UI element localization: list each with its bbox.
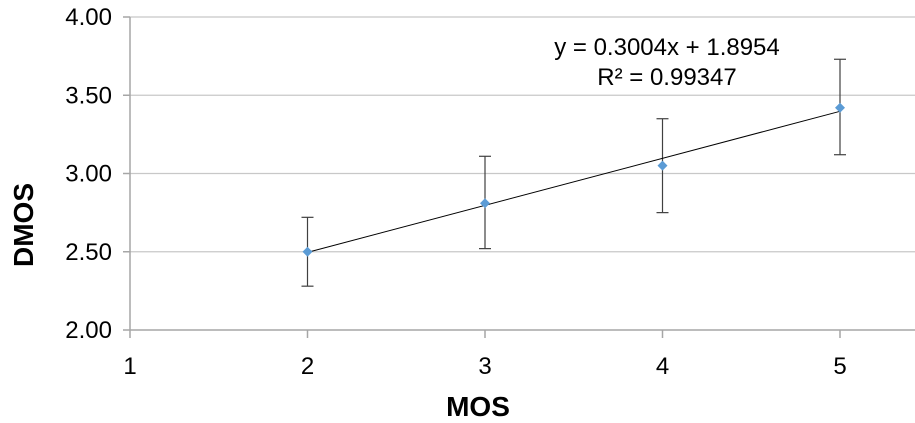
x-tick-label: 5	[833, 353, 846, 380]
x-tick-label: 3	[478, 353, 491, 380]
data-point	[657, 160, 668, 171]
data-point	[835, 102, 845, 113]
y-axis-title: DMOS	[8, 183, 39, 267]
data-point	[480, 198, 490, 209]
x-tick-label: 1	[123, 353, 136, 380]
r-squared-label: R² = 0.99347	[597, 64, 736, 91]
trendline	[307, 110, 841, 253]
y-tick-label: 2.00	[65, 317, 112, 344]
x-tick-label: 4	[656, 353, 669, 380]
y-tick-label: 3.50	[65, 82, 112, 109]
x-tick-label: 2	[301, 353, 314, 380]
trendline-layer	[307, 110, 841, 253]
x-axis-title: MOS	[446, 391, 510, 422]
grid-lines	[130, 16, 915, 253]
tick-labels: 2.00 2.50 3.00 3.50 4.00 1 2 3 4 5	[65, 4, 846, 380]
y-tick-label: 4.00	[65, 4, 112, 31]
data-point	[302, 246, 313, 257]
trendline-equation: y = 0.3004x + 1.8954	[554, 34, 780, 61]
axes	[123, 16, 915, 338]
y-tick-label: 3.00	[65, 161, 112, 188]
data-points	[302, 102, 845, 257]
y-tick-label: 2.50	[65, 239, 112, 266]
